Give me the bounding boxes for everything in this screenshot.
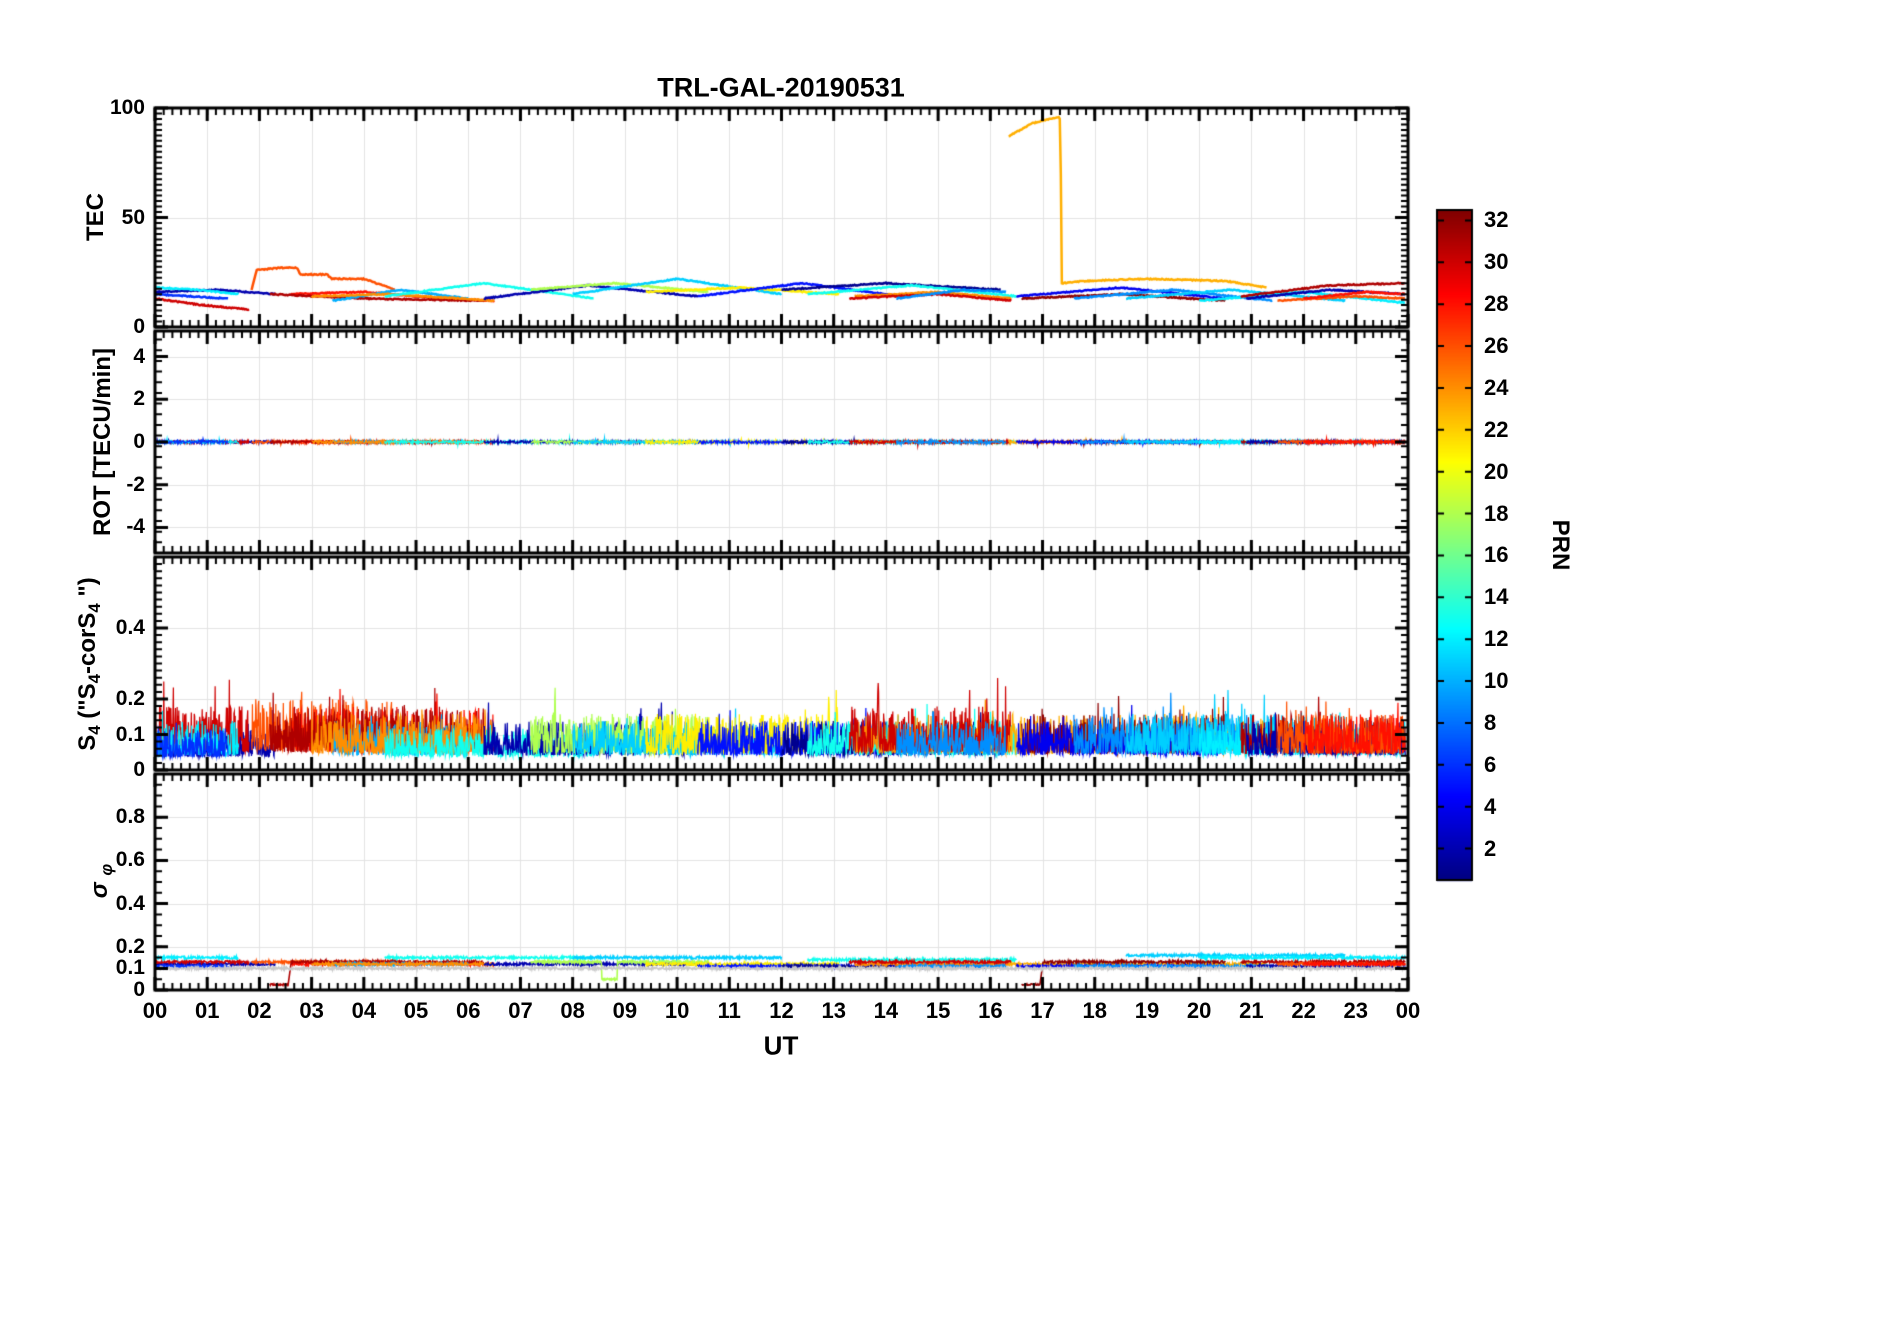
- x-axis-label: UT: [763, 1030, 799, 1061]
- x-tick-label: 22: [1291, 998, 1316, 1023]
- colorbar-tick-label: 18: [1484, 500, 1509, 526]
- colorbar-tick-label: 4: [1484, 793, 1497, 819]
- y-axis-label-s4: S4 ("S4-corS4 "): [74, 577, 104, 751]
- colorbar-tick-label: 20: [1484, 458, 1509, 484]
- colorbar-tick-label: 6: [1484, 751, 1497, 777]
- x-tick-label: 19: [1134, 998, 1160, 1023]
- y-tick-label-tec: 0: [133, 315, 145, 338]
- colorbar-tick-label: 30: [1484, 249, 1509, 275]
- y-axis-label-tec: TEC: [82, 193, 109, 241]
- colorbar-tick-label: 14: [1484, 584, 1509, 610]
- x-tick-label: 12: [769, 998, 794, 1023]
- x-tick-label: 23: [1343, 998, 1369, 1023]
- x-tick-label: 08: [560, 998, 585, 1023]
- y-tick-label-s4: 0: [133, 758, 145, 781]
- x-tick-label: 17: [1030, 998, 1055, 1023]
- y-tick-label-s4: 0.4: [115, 616, 145, 639]
- y-tick-label-sigma_phi: 0.1: [115, 956, 145, 980]
- y-tick-label-rot: 4: [133, 344, 145, 368]
- x-tick-label: 20: [1186, 998, 1212, 1023]
- y-tick-label-sigma_phi: 0.8: [115, 805, 145, 829]
- colorbar-tick-label: 26: [1484, 333, 1509, 359]
- x-tick-label: 00: [142, 998, 168, 1023]
- colorbar-tick-label: 2: [1484, 835, 1497, 861]
- y-tick-label-rot: -4: [126, 515, 145, 539]
- chart-title: TRL-GAL-20190531: [657, 72, 905, 103]
- colorbar-tick-label: 24: [1484, 374, 1509, 400]
- colorbar-tick-label: 22: [1484, 416, 1509, 442]
- x-tick-label: 18: [1082, 998, 1107, 1023]
- x-tick-label: 00: [1395, 998, 1421, 1023]
- y-tick-label-s4: 0.1: [115, 722, 145, 746]
- x-tick-label: 07: [508, 998, 533, 1023]
- colorbar-label: PRN: [1547, 519, 1574, 571]
- y-tick-label-rot: 0: [133, 430, 145, 453]
- x-tick-label: 05: [403, 998, 429, 1023]
- colorbar-tick-label: 16: [1484, 542, 1509, 568]
- y-tick-label-sigma_phi: 0: [133, 978, 145, 1001]
- x-tick-label: 11: [717, 998, 741, 1023]
- colorbar-tick-label: 8: [1484, 709, 1497, 735]
- x-tick-label: 01: [194, 998, 220, 1023]
- colorbar-tick-label: 28: [1484, 291, 1509, 317]
- x-tick-label: 09: [612, 998, 638, 1023]
- x-tick-label: 04: [351, 998, 377, 1023]
- x-tick-label: 06: [456, 998, 481, 1023]
- y-tick-label-sigma_phi: 0.4: [115, 891, 145, 915]
- colorbar-tick-label: 32: [1484, 207, 1509, 233]
- y-tick-label-sigma_phi: 0.6: [115, 848, 145, 872]
- y-tick-label-tec: 50: [121, 205, 145, 229]
- y-tick-label-rot: -2: [126, 472, 145, 496]
- x-tick-label: 13: [821, 998, 846, 1023]
- y-axis-label-rot: ROT [TECU/min]: [89, 348, 116, 536]
- x-tick-label: 16: [978, 998, 1003, 1023]
- y-axis-label-sigma_phi: σ φ: [86, 863, 116, 899]
- x-tick-label: 10: [664, 998, 690, 1023]
- y-tick-label-tec: 100: [109, 96, 145, 119]
- x-tick-label: 02: [247, 998, 272, 1023]
- x-tick-label: 15: [925, 998, 951, 1023]
- y-tick-label-rot: 2: [133, 387, 145, 411]
- x-tick-label: 21: [1239, 998, 1264, 1023]
- x-tick-label: 03: [299, 998, 324, 1023]
- colorbar-tick-label: 12: [1484, 626, 1509, 652]
- colorbar-tick-label: 10: [1484, 668, 1509, 694]
- y-tick-label-s4: 0.2: [115, 687, 145, 710]
- y-tick-label-sigma_phi: 0.2: [115, 934, 145, 958]
- x-tick-label: 14: [873, 998, 899, 1023]
